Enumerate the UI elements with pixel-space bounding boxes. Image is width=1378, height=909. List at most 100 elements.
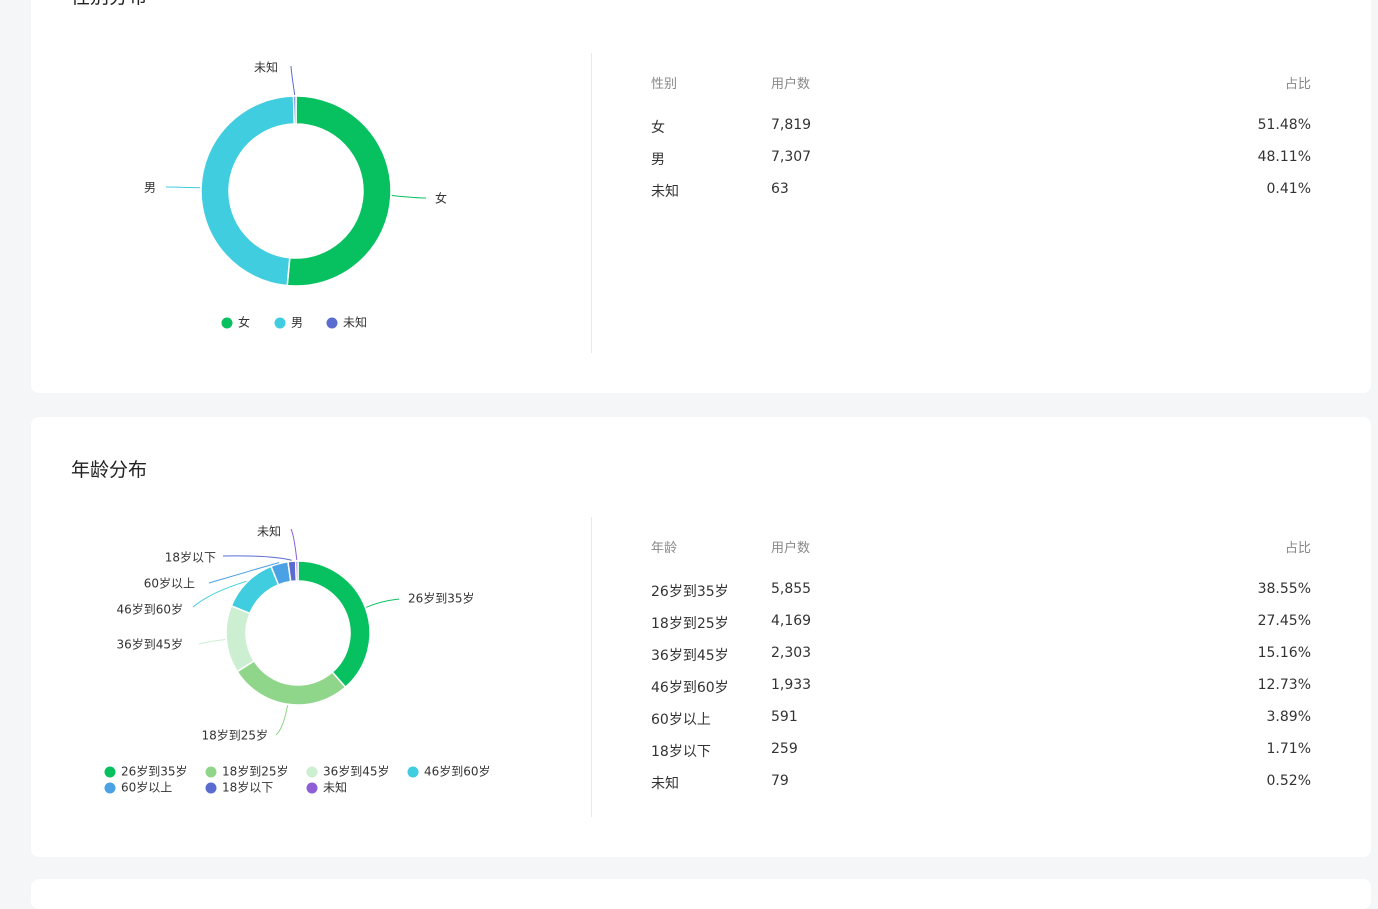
legend-label[interactable]: 60岁以上 [121,780,172,795]
slice-label: 26岁到35岁 [408,591,475,606]
legend-marker[interactable] [205,766,217,778]
row-users: 4,169 [771,613,812,629]
label-leader-line [198,639,226,645]
row-ratio: 3.89% [1266,709,1311,725]
row-label: 未知 [651,184,679,200]
table-row: 26岁到35岁 5,855 38.55% [651,581,1311,613]
legend-marker[interactable] [205,782,217,794]
legend-marker[interactable] [306,766,318,778]
legend-label[interactable]: 男 [291,316,303,330]
header-ratio: 占比 [1284,77,1311,92]
label-leader-line [192,580,247,608]
row-users: 259 [771,741,798,757]
label-leader-line [222,555,292,561]
slice-label: 男 [144,181,156,195]
gender-donut-chart: 女男未知女男未知 [144,61,447,330]
donut-slice[interactable] [286,95,392,287]
header-gender: 性别 [651,77,678,92]
row-ratio: 15.16% [1257,645,1311,661]
row-label: 18岁以下 [651,744,711,760]
age-donut-chart: 26岁到35岁18岁到25岁36岁到45岁46岁到60岁60岁以上18岁以下未知… [104,525,491,795]
row-users: 63 [771,181,789,197]
label-leader-line [165,186,201,189]
slice-label: 60岁以上 [144,576,195,591]
row-label: 18岁到25岁 [651,616,729,632]
table-row: 未知 79 0.52% [651,773,1311,805]
legend-marker[interactable] [407,766,419,778]
age-title: 年龄分布 [71,459,148,481]
slice-label: 未知 [257,525,281,539]
row-label: 男 [651,152,665,168]
legend-label[interactable]: 未知 [343,316,367,330]
row-ratio: 12.73% [1257,677,1311,693]
row-label: 26岁到35岁 [651,584,729,600]
label-leader-line [290,65,296,96]
slice-label: 46岁到60岁 [116,602,183,617]
legend-label[interactable]: 女 [238,315,250,330]
legend-marker[interactable] [104,782,116,794]
label-leader-line [275,705,289,736]
table-row: 男 7,307 48.11% [651,149,1311,181]
table-row: 女 7,819 51.48% [651,117,1311,149]
row-ratio: 0.41% [1266,181,1311,197]
legend-label[interactable]: 36岁到45岁 [323,764,390,779]
label-leader-line [391,194,427,199]
legend-marker[interactable] [221,317,233,329]
donut-slice[interactable] [200,95,296,287]
next-card [31,879,1371,909]
table-row: 18岁以下 259 1.71% [651,741,1311,773]
slice-label: 18岁以下 [165,550,216,565]
row-ratio: 48.11% [1257,149,1311,165]
row-users: 7,307 [771,149,812,165]
gender-table: 性别 用户数 占比 女 7,819 51.48% 男 7,307 48.11% … [651,73,1311,213]
legend-label[interactable]: 46岁到60岁 [424,764,491,779]
legend-marker[interactable] [104,766,116,778]
legend-marker[interactable] [274,317,286,329]
slice-label: 女 [435,191,447,206]
donut-slice[interactable] [225,604,256,673]
row-label: 36岁到45岁 [651,648,729,664]
donut-slice[interactable] [297,560,371,689]
row-users: 79 [771,773,789,789]
row-users: 5,855 [771,581,812,597]
donut-slice[interactable] [292,95,297,125]
slice-label: 36岁到45岁 [116,637,183,652]
gender-divider [591,53,592,353]
legend-label[interactable]: 26岁到35岁 [121,764,188,779]
legend-marker[interactable] [306,782,318,794]
header-users: 用户数 [771,77,811,92]
row-ratio: 27.45% [1257,613,1311,629]
legend-marker[interactable] [326,317,338,329]
row-label: 46岁到60岁 [651,680,729,696]
slice-label: 未知 [254,61,278,75]
age-table: 年龄 用户数 占比 26岁到35岁 5,855 38.55% 18岁到25岁 4… [651,537,1311,805]
row-users: 1,933 [771,677,812,693]
row-ratio: 0.52% [1266,773,1311,789]
donut-slice[interactable] [230,565,280,615]
row-ratio: 38.55% [1257,581,1311,597]
donut-slice[interactable] [294,560,299,582]
row-ratio: 51.48% [1257,117,1311,133]
row-users: 7,819 [771,117,812,133]
table-header: 性别 用户数 占比 [651,73,1311,117]
table-header: 年龄 用户数 占比 [651,537,1311,581]
header-users: 用户数 [771,541,811,556]
row-ratio: 1.71% [1266,741,1311,757]
header-age: 年龄 [651,541,678,556]
legend-label[interactable]: 18岁以下 [222,780,273,795]
row-label: 女 [651,120,665,136]
row-users: 2,303 [771,645,812,661]
row-label: 未知 [651,776,679,792]
row-users: 591 [771,709,798,725]
table-row: 46岁到60岁 1,933 12.73% [651,677,1311,709]
slice-label: 18岁到25岁 [201,728,268,743]
age-divider [591,517,592,817]
table-row: 未知 63 0.41% [651,181,1311,213]
legend-label[interactable]: 未知 [323,781,347,795]
legend-label[interactable]: 18岁到25岁 [222,764,289,779]
header-ratio: 占比 [1284,541,1311,556]
donut-slice[interactable] [236,659,347,706]
label-leader-line [208,562,280,584]
label-leader-line [366,598,400,608]
